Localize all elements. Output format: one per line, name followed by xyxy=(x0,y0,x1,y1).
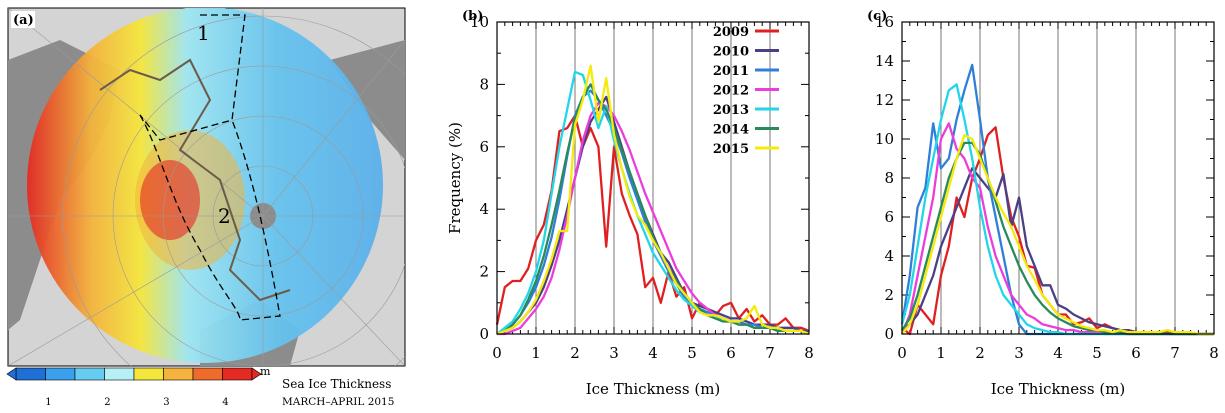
legend-label-2011: 2011 xyxy=(713,64,749,79)
plot-frame xyxy=(901,21,1215,335)
x-tick-label: 1 xyxy=(936,344,946,362)
map-content: 1 2 xyxy=(8,8,405,366)
x-axis-label: Ice Thickness (m) xyxy=(586,380,721,398)
legend-label-2013: 2013 xyxy=(713,103,749,118)
y-tick-label: 16 xyxy=(875,13,894,31)
series-line-2015 xyxy=(901,133,1214,336)
map-caption-period: MARCH–APRIL 2015 xyxy=(282,396,394,408)
panel-label: (c) xyxy=(867,9,887,24)
series-line-2014 xyxy=(496,83,810,336)
y-tick-label: 2 xyxy=(479,263,489,281)
colorbar-tick-label: 1 xyxy=(45,397,51,408)
panel-label-a: (a) xyxy=(13,13,34,28)
panel-label-a-bg xyxy=(11,11,35,28)
colorbar-swatch xyxy=(222,367,253,381)
colorbar-swatch xyxy=(45,367,76,381)
colorbar: 1 2 3 4 xyxy=(6,367,262,408)
x-tick-label: 4 xyxy=(648,344,658,362)
x-axis-label: Ice Thickness (m) xyxy=(991,380,1126,398)
y-tick-label: 4 xyxy=(479,200,489,218)
series-line-2015 xyxy=(496,64,810,336)
x-tick-label: 7 xyxy=(1170,344,1180,362)
chart-panel-b: 0 1 2 3 4 5 6 7 8 0 2 4 6 8 10 Ice Thickness (m) Frequen… xyxy=(446,9,814,398)
x-tick-label: 1 xyxy=(531,344,541,362)
x-tick-label: 4 xyxy=(1053,344,1063,362)
x-tick-label: 0 xyxy=(492,344,502,362)
y-tick-label: 12 xyxy=(875,91,894,109)
y-tick-label: 14 xyxy=(875,52,894,70)
x-tick-label: 8 xyxy=(804,344,814,362)
y-tick-label: 0 xyxy=(479,325,489,343)
legend-label-2009: 2009 xyxy=(713,25,749,40)
x-tick-label: 0 xyxy=(897,344,907,362)
colorbar-tick-label: 2 xyxy=(104,397,110,408)
map-panel: 1 2 (a) xyxy=(7,7,406,367)
colorbar-swatch xyxy=(133,367,164,381)
x-tick-label: 6 xyxy=(726,344,736,362)
map-caption-title: Sea Ice Thickness xyxy=(282,377,391,391)
y-tick-label: 0 xyxy=(884,325,894,343)
panel-label: (b) xyxy=(462,9,483,24)
series-line-2010 xyxy=(901,167,1214,336)
y-tick-label: 10 xyxy=(875,130,894,148)
legend-label-2012: 2012 xyxy=(713,84,749,99)
x-tick-label: 5 xyxy=(687,344,697,362)
plot-frame xyxy=(496,21,810,335)
legend-label-2010: 2010 xyxy=(713,45,749,60)
x-tick-label: 3 xyxy=(1014,344,1024,362)
x-tick-label: 2 xyxy=(570,344,580,362)
x-tick-label: 2 xyxy=(975,344,985,362)
colorbar-swatch xyxy=(163,367,194,381)
y-axis-label: Frequency (%) xyxy=(446,122,464,234)
legend-label-2014: 2014 xyxy=(713,123,749,138)
x-tick-label: 7 xyxy=(765,344,775,362)
series-line-2009 xyxy=(495,114,810,332)
x-tick-label: 8 xyxy=(1209,344,1219,362)
ship-track-outline xyxy=(99,58,291,302)
region-1-boundary xyxy=(139,14,246,141)
colorbar-tick-label: 4 xyxy=(222,397,228,408)
y-tick-label: 8 xyxy=(479,75,489,93)
colorbar-tick-label: 3 xyxy=(163,397,169,408)
thickest-ice-zone xyxy=(140,160,200,240)
colorbar-swatch xyxy=(15,367,46,381)
colorbar-arrow-low xyxy=(6,367,17,381)
x-tick-label: 6 xyxy=(1131,344,1141,362)
colorbar-unit: m xyxy=(260,365,271,378)
y-tick-label: 6 xyxy=(884,208,894,226)
region-label-1: 1 xyxy=(197,21,210,45)
colorbar-swatch xyxy=(74,367,105,381)
colorbar-swatch xyxy=(192,367,223,381)
x-tick-label: 3 xyxy=(609,344,619,362)
x-tick-label: 5 xyxy=(1092,344,1102,362)
colorbar-arrow-high xyxy=(251,367,262,381)
y-tick-label: 10 xyxy=(470,13,489,31)
y-tick-label: 2 xyxy=(884,286,894,304)
graticule xyxy=(8,8,405,366)
legend-label-2015: 2015 xyxy=(713,142,749,157)
region-2-boundary xyxy=(139,114,281,321)
y-tick-label: 8 xyxy=(884,169,894,187)
colorbar-swatch xyxy=(104,367,135,381)
y-tick-label: 6 xyxy=(479,138,489,156)
y-tick-label: 4 xyxy=(884,247,894,265)
region-label-2: 2 xyxy=(218,204,231,228)
